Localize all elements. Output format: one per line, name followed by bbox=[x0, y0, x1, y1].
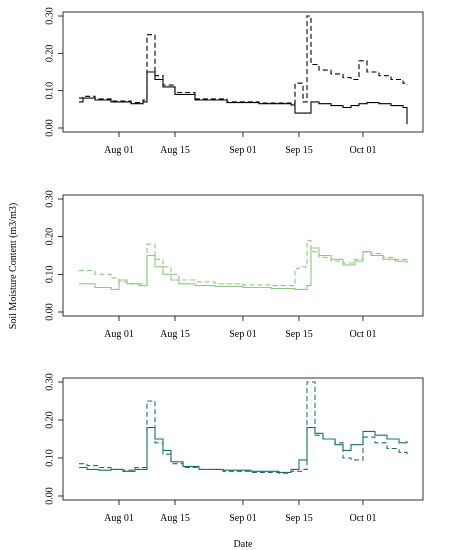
series-line-solid bbox=[79, 247, 408, 290]
x-tick-label: Oct 01 bbox=[350, 145, 377, 156]
x-tick-label: Sep 01 bbox=[229, 145, 257, 156]
series-line-solid bbox=[79, 71, 408, 125]
y-tick-label: 0.30 bbox=[45, 373, 56, 391]
x-tick-label: Sep 01 bbox=[229, 329, 257, 340]
y-tick-label: 0.10 bbox=[45, 449, 56, 467]
y-tick-label: 0.10 bbox=[45, 266, 56, 284]
x-tick-label: Sep 15 bbox=[285, 513, 313, 524]
plot-frame bbox=[62, 194, 424, 317]
x-tick-label: Sep 01 bbox=[229, 513, 257, 524]
plot-frame bbox=[62, 11, 424, 133]
series-line-dashed bbox=[79, 239, 408, 287]
x-tick-label: Sep 15 bbox=[285, 329, 313, 340]
y-tick-label: 0.00 bbox=[45, 487, 56, 505]
series-line-dashed bbox=[79, 15, 408, 105]
y-tick-label: 0.20 bbox=[45, 45, 56, 63]
panel-1: 0.00 0.10 0.20 0.30 Aug 01 Aug 15 Sep 01 Sep 15… bbox=[45, 7, 424, 156]
panel-2: 0.00 0.10 0.20 0.30 Aug 01 Aug 15 Sep 01 Sep 15… bbox=[45, 190, 424, 340]
x-tick-label: Oct 01 bbox=[350, 329, 377, 340]
panel-3: 0.00 0.10 0.20 0.30 Aug 01 Aug 15 Sep 01 Sep 15… bbox=[45, 373, 424, 524]
y-tick-label: 0.00 bbox=[45, 303, 56, 321]
x-tick-label: Sep 15 bbox=[285, 145, 313, 156]
x-tick-label: Aug 15 bbox=[160, 513, 190, 524]
x-tick-label: Aug 15 bbox=[160, 145, 190, 156]
y-tick-label: 0.30 bbox=[45, 190, 56, 208]
x-tick-label: Aug 01 bbox=[104, 145, 134, 156]
plot-frame bbox=[62, 377, 424, 501]
y-tick-label: 0.20 bbox=[45, 228, 56, 246]
x-tick-label: Oct 01 bbox=[350, 513, 377, 524]
x-tick-label: Aug 01 bbox=[104, 329, 134, 340]
x-tick-label: Aug 15 bbox=[160, 329, 190, 340]
series-line-solid bbox=[79, 427, 408, 473]
y-tick-label: 0.20 bbox=[45, 411, 56, 429]
y-tick-label: 0.30 bbox=[45, 7, 56, 25]
x-axis-title: Date bbox=[234, 539, 253, 550]
series-line-dashed bbox=[79, 381, 408, 474]
x-tick-label: Aug 01 bbox=[104, 513, 134, 524]
y-axis-title: Soil Moisture Content (m3/m3) bbox=[8, 203, 19, 329]
y-tick-label: 0.10 bbox=[45, 82, 56, 100]
y-tick-label: 0.00 bbox=[45, 119, 56, 137]
